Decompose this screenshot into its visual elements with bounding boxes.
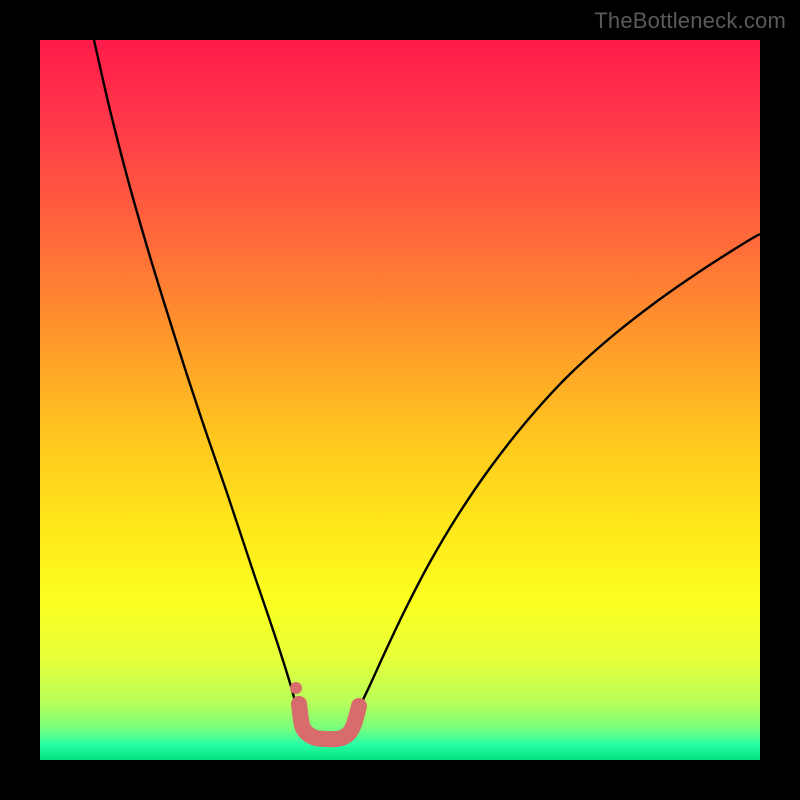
bottleneck-curve bbox=[40, 40, 760, 760]
watermark-text: TheBottleneck.com bbox=[594, 8, 786, 34]
plot-area bbox=[40, 40, 760, 760]
curve-left-branch bbox=[94, 40, 301, 725]
curve-group bbox=[94, 40, 760, 725]
highlight-group bbox=[290, 682, 359, 739]
highlight-segment-0 bbox=[299, 704, 359, 739]
curve-right-branch bbox=[350, 234, 760, 725]
highlight-dot bbox=[290, 682, 302, 694]
